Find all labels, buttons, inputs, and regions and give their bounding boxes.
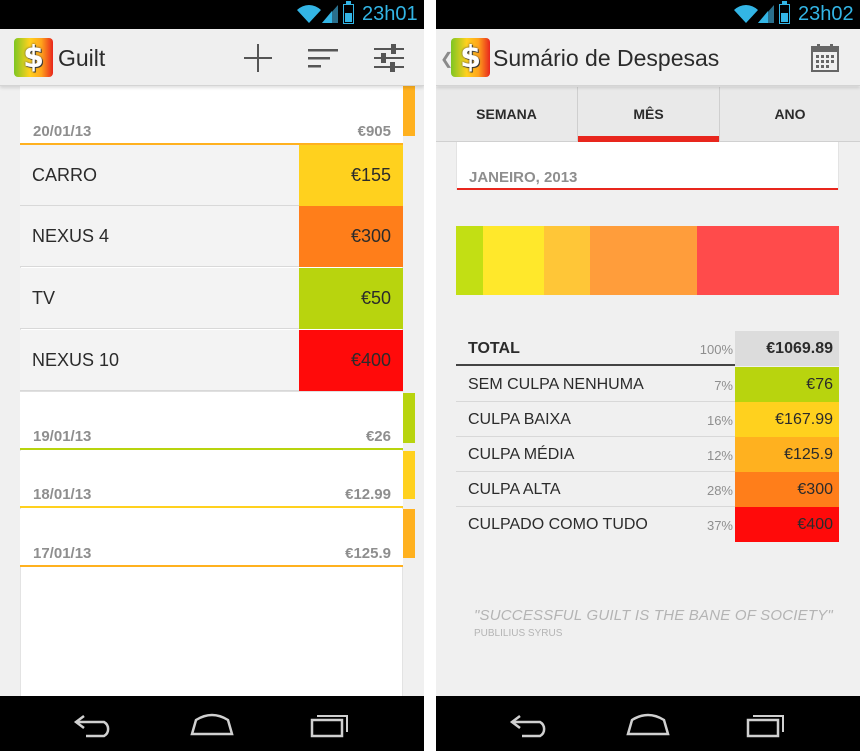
distribution-segment (456, 226, 483, 295)
amount-badge: €400 (299, 330, 403, 391)
recents-icon[interactable] (308, 710, 352, 738)
list-item[interactable]: CARRO €155 (20, 145, 403, 206)
day-header[interactable]: 18/01/13 €12.99 (20, 451, 403, 508)
distribution-segment (590, 226, 698, 295)
day-header[interactable]: 17/01/13 €125.9 (20, 509, 403, 567)
tab-semana[interactable]: SEMANA (436, 87, 578, 142)
active-tab-indicator (578, 136, 719, 142)
tab-ano[interactable]: ANO (774, 106, 806, 122)
app-logo-icon[interactable]: $ (451, 38, 490, 77)
amount-badge: €125.9 (735, 437, 839, 472)
guilt-distribution-bar (456, 226, 839, 295)
day-guilt-marker (403, 86, 415, 136)
status-bar: 23h01 (0, 0, 424, 29)
action-bar: $ Guilt (0, 29, 424, 86)
day-guilt-marker (403, 509, 415, 558)
add-icon[interactable] (241, 41, 275, 75)
day-header[interactable]: 20/01/13 €905 (20, 86, 403, 145)
category-row[interactable]: CULPA BAIXA 16% €167.99 (456, 402, 839, 437)
amount-badge: €76 (735, 367, 839, 402)
clock: 23h02 (798, 3, 854, 25)
period-header: JANEIRO, 2013 (456, 142, 839, 190)
list-item[interactable]: NEXUS 10 €400 (20, 330, 403, 391)
app-title: Guilt (58, 45, 106, 71)
calendar-icon[interactable] (810, 43, 840, 73)
quote-text: "SUCCESSFUL GUILT IS THE BANE OF SOCIETY… (474, 607, 833, 624)
amount-badge: €50 (299, 268, 403, 329)
battery-icon (779, 1, 790, 24)
sort-icon[interactable] (306, 41, 340, 75)
back-icon[interactable] (72, 710, 116, 738)
back-icon[interactable] (508, 710, 552, 738)
signal-icon (322, 5, 338, 23)
signal-icon (758, 5, 774, 23)
home-icon[interactable] (190, 710, 234, 738)
period-tabs: SEMANA MÊS ANO (436, 87, 860, 142)
distribution-segment (482, 226, 545, 295)
action-bar: ❮ $ Sumário de Despesas (436, 29, 860, 86)
amount-badge: €400 (735, 507, 839, 542)
status-bar: 23h02 (436, 0, 860, 29)
list-item[interactable]: NEXUS 4 €300 (20, 206, 403, 267)
navigation-bar (436, 696, 860, 751)
category-row[interactable]: CULPADO COMO TUDO 37% €400 (456, 507, 839, 542)
amount-badge: €300 (299, 206, 403, 267)
wifi-icon (734, 5, 758, 23)
summary-screen: 23h02 ❮ $ Sumário de Despesas SEMANA MÊS (436, 0, 860, 751)
category-row[interactable]: SEM CULPA NENHUMA 7% €76 (456, 367, 839, 402)
wifi-icon (297, 5, 321, 23)
recents-icon[interactable] (744, 710, 788, 738)
filter-icon[interactable] (372, 41, 406, 75)
day-guilt-marker (403, 393, 415, 443)
distribution-segment (697, 226, 839, 295)
up-caret-icon[interactable]: ❮ (440, 51, 454, 68)
category-row[interactable]: CULPA ALTA 28% €300 (456, 472, 839, 507)
amount-badge: €155 (299, 145, 403, 206)
screen-title: Sumário de Despesas (493, 45, 720, 71)
clock: 23h01 (362, 3, 418, 25)
amount-badge: €1069.89 (735, 331, 839, 366)
amount-badge: €167.99 (735, 402, 839, 437)
day-guilt-marker (403, 451, 415, 499)
guilt-list-screen: 23h01 $ Guilt 20/01/13 €905 (0, 0, 424, 751)
battery-icon (343, 1, 354, 24)
list-item[interactable]: TV €50 (20, 268, 403, 329)
total-row: TOTAL 100% €1069.89 (456, 331, 839, 366)
navigation-bar (0, 696, 424, 751)
distribution-segment (544, 226, 591, 295)
home-icon[interactable] (626, 710, 670, 738)
category-row[interactable]: CULPA MÉDIA 12% €125.9 (456, 437, 839, 472)
tab-mes[interactable]: MÊS (578, 87, 720, 142)
day-header[interactable]: 19/01/13 €26 (20, 391, 403, 450)
amount-badge: €300 (735, 472, 839, 507)
app-logo-icon[interactable]: $ (14, 38, 53, 77)
quote-author: PUBLILIUS SYRUS (474, 628, 563, 639)
